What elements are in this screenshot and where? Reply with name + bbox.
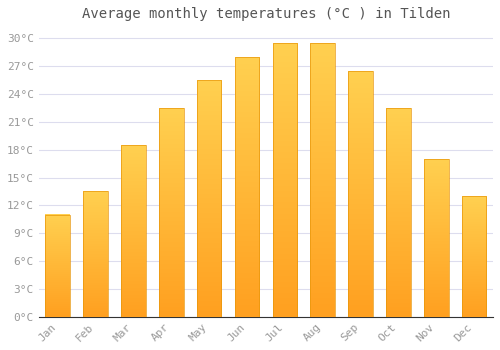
Bar bbox=[159, 108, 184, 317]
Bar bbox=[46, 215, 70, 317]
Bar bbox=[234, 57, 260, 317]
Bar bbox=[310, 43, 335, 317]
Bar bbox=[84, 191, 108, 317]
Bar bbox=[462, 196, 486, 317]
Bar bbox=[348, 71, 373, 317]
Bar bbox=[121, 145, 146, 317]
Bar bbox=[272, 43, 297, 317]
Title: Average monthly temperatures (°C ) in Tilden: Average monthly temperatures (°C ) in Ti… bbox=[82, 7, 450, 21]
Bar bbox=[197, 80, 222, 317]
Bar bbox=[424, 159, 448, 317]
Bar bbox=[386, 108, 410, 317]
